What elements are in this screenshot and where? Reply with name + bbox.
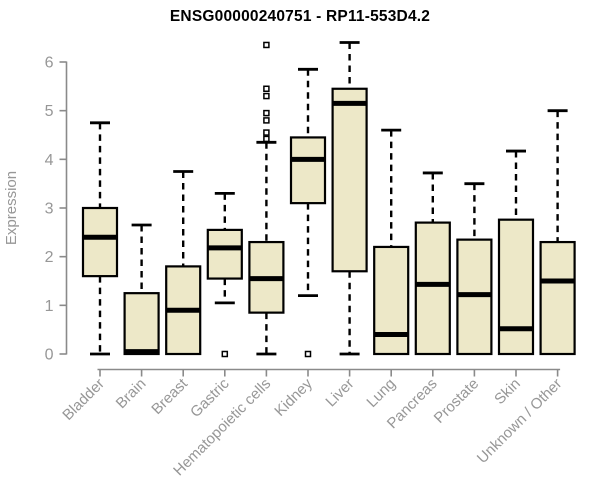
x-tick-label: Liver: [322, 375, 357, 410]
iqr-box: [331, 87, 368, 273]
iqr-box: [497, 218, 535, 356]
x-tick-label: Bladder: [59, 375, 108, 424]
iqr-box: [414, 221, 451, 356]
x-tick-label: Breast: [148, 375, 191, 418]
y-tick-label: 4: [45, 152, 54, 169]
y-tick-label: 1: [45, 298, 54, 315]
outlier-marker: [263, 135, 270, 143]
iqr-box: [81, 206, 119, 278]
outlier-marker: [263, 109, 270, 117]
iqr-box: [539, 240, 576, 356]
y-tick-label: 6: [45, 54, 54, 71]
y-axis-label: Expression: [3, 171, 20, 245]
outlier-marker: [263, 41, 270, 49]
outlier-marker: [263, 85, 270, 93]
y-tick-label: 3: [45, 200, 54, 217]
y-tick-label: 2: [45, 249, 54, 266]
outlier-marker: [304, 350, 312, 358]
iqr-box: [289, 136, 327, 205]
chart-title: ENSG00000240751 - RP11-553D4.2: [169, 8, 431, 25]
outlier-marker: [263, 117, 270, 124]
x-tick-label: Brain: [113, 375, 150, 412]
x-tick-label: Lung: [363, 375, 399, 411]
iqr-box: [373, 245, 410, 356]
outlier-marker: [263, 129, 270, 136]
outlier-marker: [221, 350, 229, 358]
y-tick-label: 5: [45, 103, 54, 120]
x-tick-label: Skin: [491, 375, 524, 408]
iqr-box: [123, 292, 160, 356]
y-tick-label: 0: [45, 347, 54, 364]
outlier-marker: [263, 92, 270, 100]
x-tick-label: Prostate: [431, 375, 483, 427]
iqr-box: [206, 228, 243, 280]
x-tick-label: Kidney: [271, 375, 316, 420]
